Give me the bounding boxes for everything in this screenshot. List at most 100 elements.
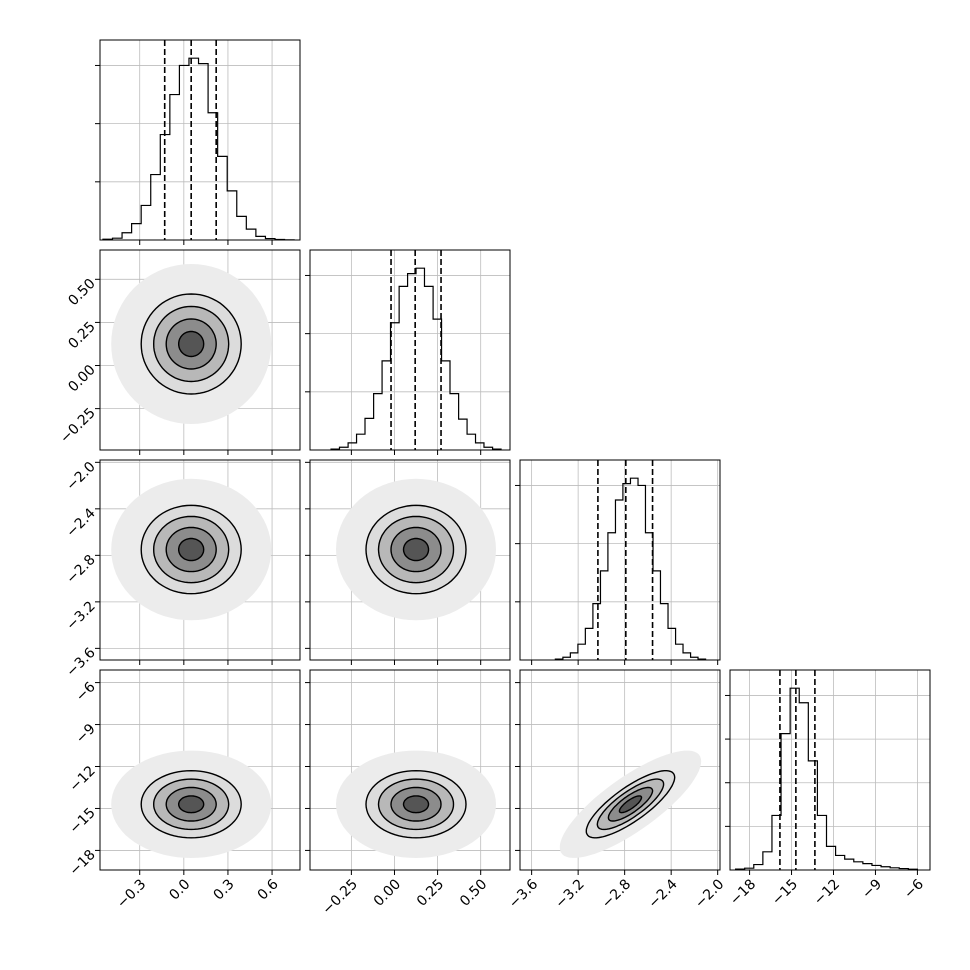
- histogram-bar: [141, 205, 151, 240]
- density-contour: [402, 795, 430, 814]
- x-tick-label: −2.4: [645, 876, 680, 911]
- histogram-bar: [854, 862, 863, 870]
- histogram-outline: [734, 687, 919, 870]
- x-tick-label: 0.6: [255, 876, 282, 903]
- panel-frame: [99, 459, 301, 661]
- histogram-bar: [623, 484, 631, 660]
- histogram-outline: [330, 267, 502, 450]
- y-tick-label: 0.50: [65, 276, 98, 309]
- histogram-bar: [630, 478, 638, 660]
- panel: [100, 40, 300, 240]
- histogram-bar: [424, 286, 433, 450]
- histogram-bar: [476, 443, 484, 450]
- panel-frame: [309, 459, 511, 661]
- histogram-bar: [416, 268, 424, 450]
- x-tick-label: −2.8: [599, 876, 634, 911]
- histogram-bar: [836, 855, 845, 870]
- y-tick-label: 0.25: [65, 319, 98, 352]
- histogram-bar: [374, 394, 382, 450]
- y-tick-label: −9: [73, 721, 99, 747]
- panel: [730, 670, 930, 870]
- y-tick-label: 0.00: [65, 362, 98, 395]
- histogram-bar: [593, 604, 601, 660]
- x-tick-label: −9: [859, 876, 885, 902]
- x-tick-label: −0.25: [319, 876, 361, 918]
- histogram-bar: [122, 233, 132, 240]
- histogram-bar: [170, 95, 180, 240]
- panel-background: [100, 40, 300, 240]
- x-tick-label: 0.0: [166, 876, 193, 903]
- panel-frame: [309, 669, 511, 871]
- x-tick-label: −12: [811, 876, 843, 908]
- histogram-bar: [615, 500, 622, 660]
- histogram-bar: [808, 761, 817, 870]
- histogram-bar: [570, 653, 578, 660]
- x-tick-label: −3.2: [552, 876, 587, 911]
- x-tick-label: −18: [727, 876, 759, 908]
- histogram-bar: [227, 191, 237, 240]
- histogram-bar: [151, 175, 161, 240]
- panel-frame: [729, 669, 931, 871]
- histogram-bar: [132, 224, 142, 240]
- y-tick-label: −2.0: [63, 459, 98, 494]
- panel-frame: [519, 669, 721, 871]
- histogram-bar: [450, 394, 459, 450]
- histogram-bar: [357, 434, 365, 450]
- histogram-bar: [442, 361, 450, 450]
- histogram-bar: [459, 419, 467, 450]
- panel-frame: [99, 669, 301, 871]
- panel-frame: [519, 459, 721, 661]
- y-tick-label: −6: [73, 679, 99, 705]
- panel: [310, 460, 510, 660]
- panel: [520, 670, 720, 870]
- histogram-bar: [781, 734, 790, 870]
- histogram-bar: [246, 229, 256, 240]
- histogram-outline: [554, 477, 707, 660]
- histogram-bar: [653, 571, 660, 660]
- histogram-bar: [218, 156, 228, 240]
- histogram-bar: [799, 703, 808, 870]
- x-tick-label: −3.6: [506, 876, 541, 911]
- density-contour: [178, 330, 205, 358]
- y-tick-label: −3.2: [63, 598, 98, 633]
- histogram-bar: [683, 653, 691, 660]
- histogram-bar: [179, 65, 189, 240]
- x-tick-label: 0.3: [211, 876, 238, 903]
- x-tick-label: 0.50: [457, 876, 490, 909]
- panel-frame: [309, 249, 511, 451]
- histogram-bar: [348, 443, 356, 450]
- x-tick-label: 0.00: [371, 876, 404, 909]
- histogram-bar: [668, 628, 676, 660]
- histogram-bar: [845, 859, 854, 870]
- histogram-outline: [102, 57, 295, 240]
- density-contour: [402, 537, 430, 562]
- histogram-bar: [863, 864, 872, 870]
- x-tick-label: −2.0: [692, 876, 727, 911]
- histogram-bar: [763, 852, 772, 870]
- histogram-bar: [817, 815, 826, 870]
- histogram-bar: [399, 286, 407, 450]
- panel: [100, 250, 300, 450]
- panel-frame: [99, 249, 301, 451]
- density-contour: [618, 795, 643, 814]
- histogram-bar: [199, 64, 209, 240]
- panel: [310, 250, 510, 450]
- histogram-bar: [600, 571, 607, 660]
- histogram-bar: [638, 485, 645, 660]
- panel: [100, 670, 300, 870]
- y-tick-label: −0.25: [57, 405, 99, 447]
- histogram-bar: [676, 644, 683, 660]
- x-tick-label: −0.3: [114, 876, 149, 911]
- x-tick-label: 0.25: [414, 876, 447, 909]
- histogram-bar: [827, 846, 836, 870]
- x-tick-label: −15: [769, 876, 801, 908]
- panel-frame: [99, 39, 301, 241]
- density-contour: [178, 537, 205, 562]
- histogram-bar: [365, 418, 374, 450]
- panel: [520, 460, 720, 660]
- panel: [310, 670, 510, 870]
- histogram-bar: [467, 434, 475, 450]
- y-tick-label: −2.4: [63, 505, 98, 540]
- y-tick-label: −2.8: [63, 552, 98, 587]
